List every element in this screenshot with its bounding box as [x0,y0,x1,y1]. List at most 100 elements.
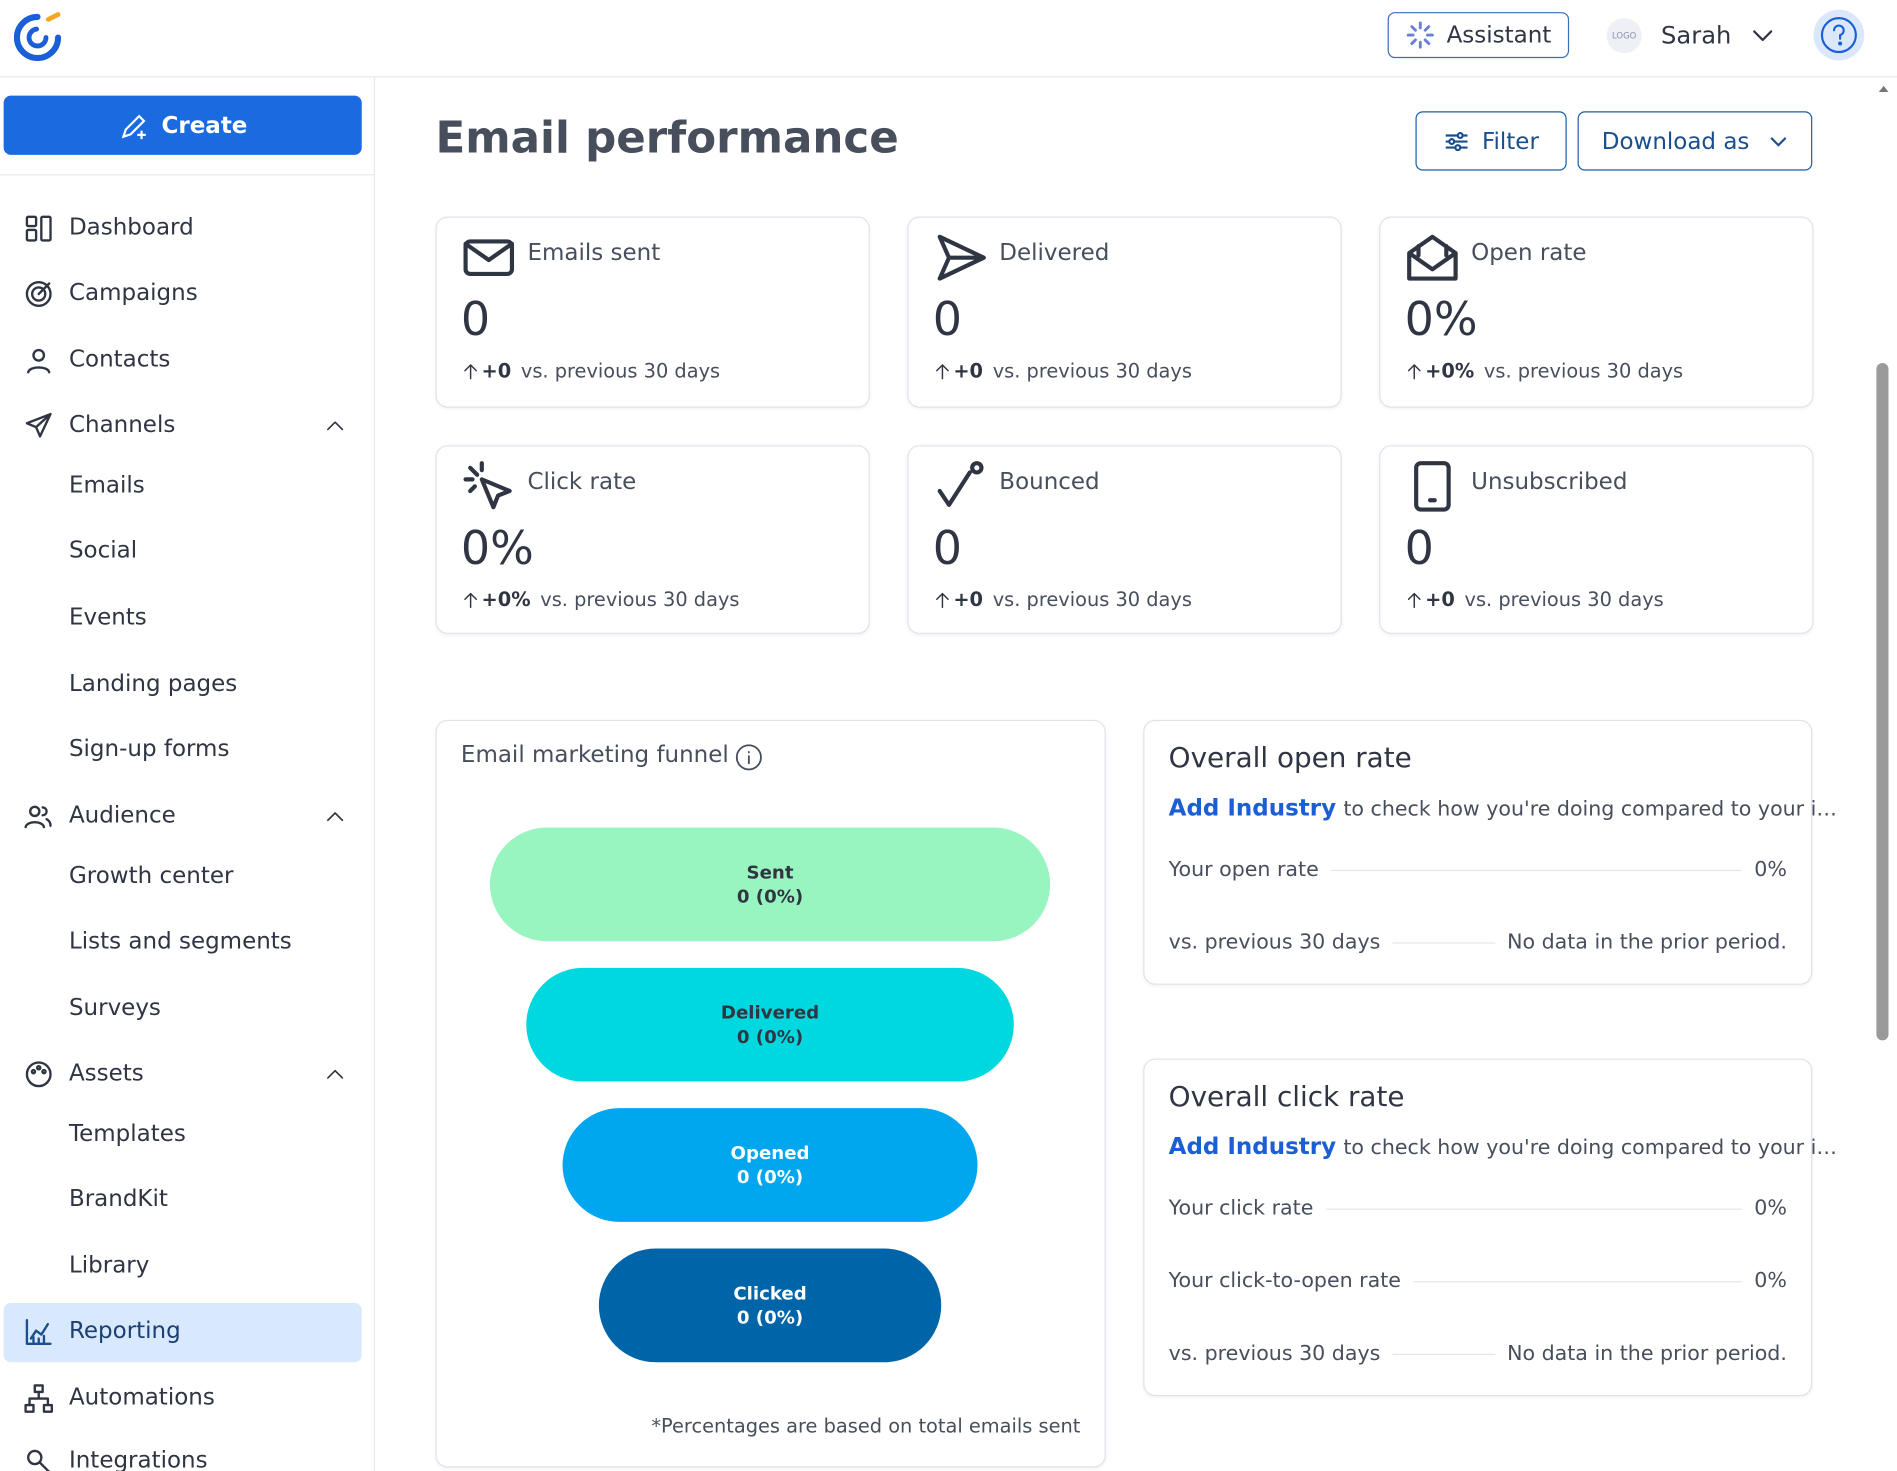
nav-item[interactable]: Templates [68,1120,186,1147]
metric-period: vs. previous 30 days [520,359,721,383]
nav-item[interactable]: Integrations [68,1446,208,1471]
scroll-up-arrow[interactable] [1876,82,1891,94]
metric-icon [937,234,986,281]
metric-card: Delivered 0 +0 vs. previous 30 days [907,216,1342,408]
metric-label: Open rate [1471,239,1587,267]
nav-active-bg[interactable] [3,1302,362,1363]
compare-leader [1330,869,1743,871]
metric-card: Bounced 0 +0 vs. previous 30 days [907,445,1342,634]
brand-logo[interactable] [12,10,65,63]
compare-leader [1392,1353,1495,1355]
nav-icon [27,1449,50,1471]
funnel-card: Email marketing funnel *Percentages are … [435,719,1106,1468]
funnel-stage: Opened 0 (0%) [562,1108,978,1222]
metric-period: vs. previous 30 days [992,587,1192,611]
metric-period: vs. previous 30 days [992,359,1192,383]
nav-item[interactable]: Assets [68,1059,144,1087]
scrollbar-thumb[interactable] [1876,362,1889,1041]
nav-icon [25,215,52,242]
metric-icon [463,239,515,277]
metric-change-row: +0 vs. previous 30 days [953,588,1192,611]
panel-hint-row: Add Industry to check how you're doing co… [1169,795,1837,822]
user-name[interactable]: Sarah [1661,20,1732,50]
metric-period: vs. previous 30 days [540,587,740,611]
filter-button[interactable]: Filter [1415,111,1567,171]
nav-item[interactable]: Landing pages [68,670,238,697]
funnel-stage-label: Clicked [733,1282,807,1305]
nav-item[interactable]: Audience [68,802,176,829]
funnel-stage-label: Delivered [720,1001,820,1024]
metric-period: vs. previous 30 days [1464,587,1664,611]
nav-icon [25,1319,52,1345]
metric-label: Delivered [999,239,1110,267]
metric-period: vs. previous 30 days [1483,359,1684,383]
metric-value: 0 [932,521,963,575]
nav-item[interactable]: Contacts [68,346,171,373]
nav-expand-chevron [327,812,344,822]
add-industry-link[interactable]: Add Industry [1168,794,1337,822]
funnel-stage: Clicked 0 (0%) [598,1248,942,1363]
nav-item[interactable]: BrandKit [68,1185,168,1213]
metric-change: +0 [481,359,512,383]
funnel-stage-value: 0 (0%) [736,1306,804,1329]
metric-change-row: +0 vs. previous 30 days [1425,588,1664,611]
nav-icon [24,805,52,829]
compare-value: No data in the prior period. [1507,1341,1787,1366]
change-arrow [1407,364,1421,380]
metric-label: Emails sent [527,239,661,267]
panel-hint: to check how you're doing compared to yo… [1343,797,1837,822]
compare-label: Your open rate [1168,857,1319,882]
metric-value: 0 [1404,521,1434,575]
nav-item[interactable]: Social [68,537,138,564]
top-bar [0,0,1897,78]
funnel-stage-value: 0 (0%) [736,1025,804,1048]
nav-item[interactable]: Channels [68,411,176,438]
compare-label: Your click rate [1168,1196,1314,1221]
nav-item[interactable]: Lists and segments [68,927,292,955]
nav-item[interactable]: Events [68,603,147,631]
nav-item[interactable]: Automations [68,1384,215,1411]
metric-change-row: +0 vs. previous 30 days [953,359,1192,382]
metric-icon [1407,234,1458,281]
nav-item[interactable]: Reporting [68,1317,181,1345]
nav-item[interactable]: Campaigns [68,279,198,307]
nav-expand-chevron [327,421,344,431]
funnel-info[interactable] [734,743,763,772]
download-button[interactable]: Download as [1577,111,1813,171]
change-arrow [936,592,949,609]
compare-row: vs. previous 30 days No data in the prior… [1169,930,1787,954]
rate-panel: Overall click rate Add Industry to check h… [1143,1058,1837,1397]
metric-value: 0 [460,292,491,347]
compare-row: Your click rate 0% [1169,1196,1787,1220]
add-industry-link[interactable]: Add Industry [1168,1133,1337,1161]
metric-change: +0% [1425,359,1475,383]
metric-icon [937,461,984,507]
user-chevron[interactable] [1751,24,1775,48]
compare-label: vs. previous 30 days [1168,930,1381,955]
nav-icon [25,281,52,307]
nav-item[interactable]: Emails [68,471,145,499]
assistant-icon [1406,21,1434,49]
funnel-stage-value: 0 (0%) [736,885,804,908]
nav-item[interactable]: Surveys [68,994,161,1022]
nav-item[interactable]: Library [68,1252,150,1279]
compare-row: Your click-to-open rate 0% [1169,1269,1787,1293]
compare-label: Your click-to-open rate [1168,1269,1401,1294]
assistant-label: Assistant [1446,21,1552,49]
assistant-button[interactable]: Assistant [1387,12,1570,59]
metric-card: Open rate 0% +0% vs. previous 30 days [1379,216,1814,408]
sidebar-divider [373,77,376,1471]
panel-title: Overall click rate [1168,1081,1405,1114]
help-button[interactable] [1811,7,1867,63]
account-logo: LOGO [1606,18,1642,54]
nav-item[interactable]: Sign-up forms [68,735,230,763]
download-label: Download as [1601,127,1750,155]
nav-item[interactable]: Dashboard [68,214,194,241]
create-label: Create [161,111,248,139]
nav-item[interactable]: Growth center [68,862,234,890]
metric-value: 0% [1404,292,1478,347]
metric-label: Click rate [527,468,637,495]
create-button[interactable]: Create [3,95,362,155]
